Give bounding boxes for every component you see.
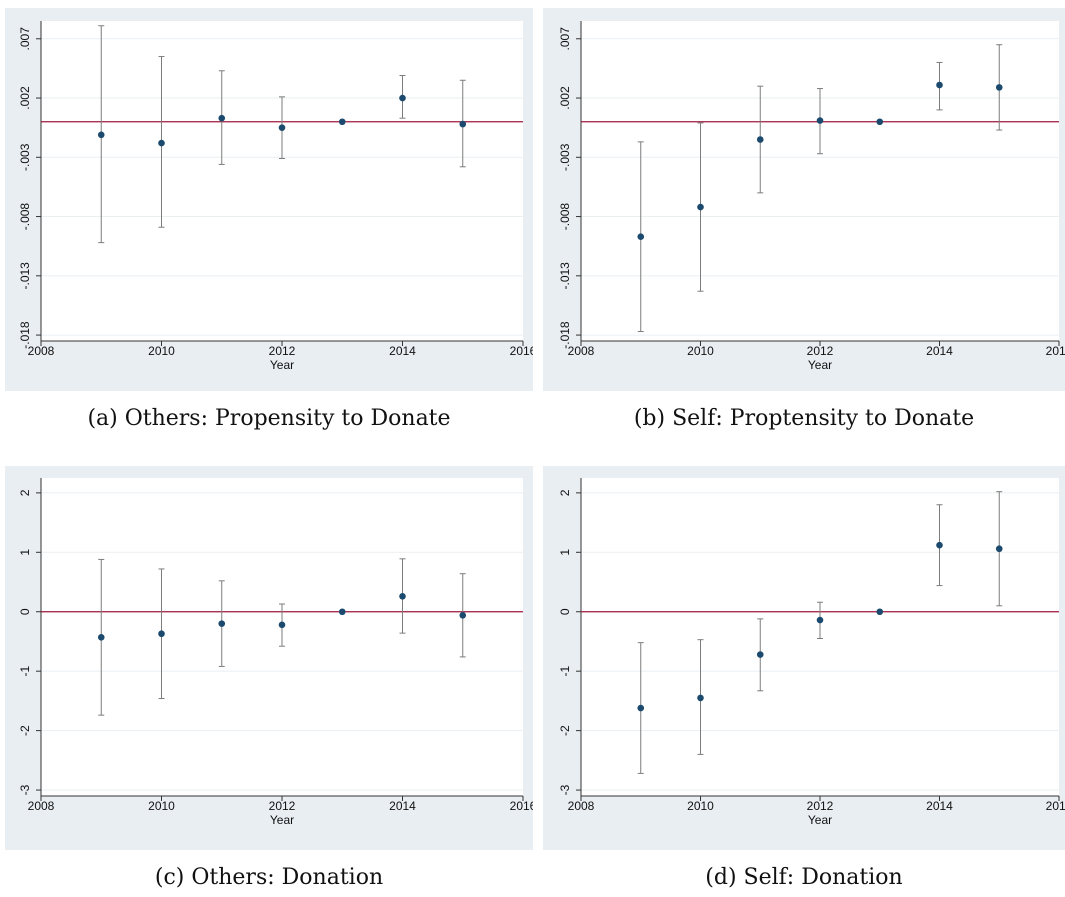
y-tick-label-a-3: -.003 xyxy=(18,143,32,171)
caption-d: (d) Self: Donation xyxy=(705,865,903,890)
chart-panel-c: -3 -2 -1 0 1 2 2008 2010 2012 2014 2016 Year xyxy=(5,466,533,850)
data-point-c-5 xyxy=(399,592,406,600)
data-point-b-0 xyxy=(637,233,645,241)
data-point-a-2 xyxy=(218,114,226,122)
y-tick-label-b-0: -.018 xyxy=(558,321,572,349)
x-tick-label-c-0: 2008 xyxy=(28,799,55,813)
data-point-b-2 xyxy=(756,136,764,143)
chart-b-svg: -.018 -.013 -.008 -.003 .002 .007 2008 2010 2012… xyxy=(543,8,1065,391)
y-tick-label-a-4: .002 xyxy=(18,86,32,110)
data-point-c-2 xyxy=(218,620,226,627)
data-point-d-4 xyxy=(876,608,884,616)
data-point-a-3 xyxy=(278,124,286,131)
data-point-a-5 xyxy=(399,94,406,102)
data-point-b-3 xyxy=(816,117,824,124)
chart-panel-d: -3 -2 -1 0 1 2 2008 2010 2012 2014 2016 Year xyxy=(543,466,1065,850)
data-point-d-2 xyxy=(756,651,764,658)
caption-c: (c) Others: Donation xyxy=(154,865,384,890)
x-tick-label-a-3: 2014 xyxy=(389,344,416,358)
data-point-c-1 xyxy=(158,630,165,638)
x-axis-title-c: Year xyxy=(270,813,294,827)
data-point-a-0 xyxy=(97,131,105,139)
y-tick-label-b-4: .002 xyxy=(558,86,572,110)
plot-area-a xyxy=(41,21,523,341)
y-tick-label-c-4: 1 xyxy=(18,549,32,556)
chart-panel-a: -.018 -.013 -.008 -.003 .002 .007 2008 2010 2012… xyxy=(5,8,533,391)
data-point-b-1 xyxy=(697,203,704,211)
x-tick-label-b-3: 2014 xyxy=(926,344,953,358)
y-tick-label-c-2: -1 xyxy=(18,666,32,677)
x-tick-label-c-2: 2012 xyxy=(269,799,296,813)
x-tick-label-d-4: 2016 xyxy=(1046,799,1065,813)
chart-d-svg: -3 -2 -1 0 1 2 2008 2010 2012 2014 2016 Year xyxy=(543,466,1065,850)
y-tick-label-d-2: -1 xyxy=(558,666,572,677)
y-tick-label-a-2: -.008 xyxy=(18,203,32,231)
data-point-b-4 xyxy=(876,118,884,126)
x-tick-label-b-4: 2016 xyxy=(1046,344,1065,358)
caption-a: (a) Others: Propensity to Donate xyxy=(87,406,451,431)
data-point-a-1 xyxy=(158,139,165,147)
y-tick-label-c-3: 0 xyxy=(18,608,32,615)
x-axis-title-a: Year xyxy=(270,358,294,372)
plot-area-b xyxy=(581,21,1059,341)
x-tick-label-a-0: 2008 xyxy=(28,344,55,358)
y-tick-label-d-5: 2 xyxy=(558,489,572,496)
y-tick-label-a-0: -.018 xyxy=(18,321,32,349)
caption-b: (b) Self: Proptensity to Donate xyxy=(633,406,975,431)
data-point-a-6 xyxy=(459,120,467,128)
x-tick-label-d-3: 2014 xyxy=(926,799,953,813)
x-tick-label-b-0: 2008 xyxy=(568,344,595,358)
y-tick-label-c-5: 2 xyxy=(18,489,32,496)
data-point-d-5 xyxy=(936,541,943,549)
chart-a-svg: -.018 -.013 -.008 -.003 .002 .007 2008 2010 2012… xyxy=(5,8,533,391)
x-tick-label-d-0: 2008 xyxy=(568,799,595,813)
x-tick-label-a-2: 2012 xyxy=(269,344,296,358)
data-point-c-3 xyxy=(278,621,286,629)
data-point-b-6 xyxy=(995,84,1003,91)
y-tick-label-a-5: .007 xyxy=(18,27,32,51)
x-axis-title-b: Year xyxy=(808,358,832,372)
x-tick-label-b-1: 2010 xyxy=(687,344,714,358)
x-tick-label-c-1: 2010 xyxy=(148,799,175,813)
x-tick-label-a-4: 2016 xyxy=(510,344,533,358)
data-point-d-0 xyxy=(637,704,645,712)
y-tick-label-c-1: -2 xyxy=(18,725,32,736)
y-tick-label-d-3: 0 xyxy=(558,608,572,615)
data-point-a-4 xyxy=(338,118,346,126)
y-tick-label-a-1: -.013 xyxy=(18,262,32,290)
data-point-d-3 xyxy=(816,616,824,624)
data-point-d-6 xyxy=(995,545,1003,553)
data-point-b-5 xyxy=(936,81,943,89)
x-axis-title-d: Year xyxy=(808,813,832,827)
y-tick-label-b-2: -.008 xyxy=(558,203,572,231)
data-point-c-6 xyxy=(459,612,467,619)
x-tick-label-d-2: 2012 xyxy=(807,799,834,813)
data-point-c-4 xyxy=(338,608,346,616)
x-tick-label-c-3: 2014 xyxy=(389,799,416,813)
y-tick-label-b-3: -.003 xyxy=(558,143,572,171)
data-point-c-0 xyxy=(97,633,105,641)
y-tick-label-d-4: 1 xyxy=(558,549,572,556)
x-tick-label-a-1: 2010 xyxy=(148,344,175,358)
x-tick-label-c-4: 2016 xyxy=(510,799,533,813)
y-tick-label-b-5: .007 xyxy=(558,27,572,51)
x-tick-label-b-2: 2012 xyxy=(807,344,834,358)
y-tick-label-d-1: -2 xyxy=(558,725,572,736)
y-tick-label-d-0: -3 xyxy=(558,784,572,795)
y-tick-label-b-1: -.013 xyxy=(558,262,572,290)
chart-panel-b: -.018 -.013 -.008 -.003 .002 .007 2008 2010 2012… xyxy=(543,8,1065,391)
data-point-d-1 xyxy=(697,694,704,702)
chart-c-svg: -3 -2 -1 0 1 2 2008 2010 2012 2014 2016 Year xyxy=(5,466,533,850)
x-tick-label-d-1: 2010 xyxy=(687,799,714,813)
y-tick-label-c-0: -3 xyxy=(18,784,32,795)
